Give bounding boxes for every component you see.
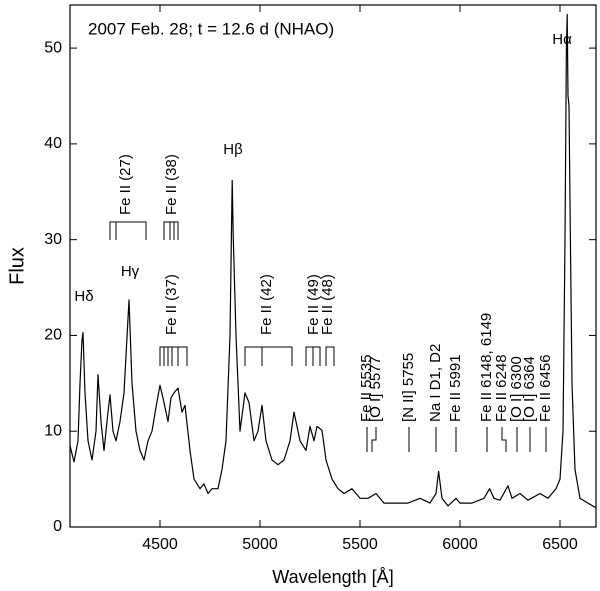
line-id-label: Fe II (49) [305,274,322,335]
y-tick-label: 10 [44,422,62,439]
line-markers [109,221,547,452]
line-marker [244,346,293,366]
line-marker [371,427,377,452]
x-axis-label: Wavelength [Å] [272,567,393,587]
line-id-label: Fe II (37) [163,274,180,335]
line-marker [501,427,507,452]
y-tick-label: 20 [44,327,62,344]
y-tick-label: 40 [44,135,62,152]
x-tick-label: 4500 [142,536,178,553]
y-tick-label: 30 [44,231,62,248]
line-id-label: [O I] 6364 [521,356,538,422]
chart-title: 2007 Feb. 28; t = 12.6 d (NHAO) [88,19,334,38]
line-marker [163,221,179,240]
line-id-label: Fe II 5991 [447,354,464,422]
line-id-label: Hδ [74,288,93,305]
line-id-label: [O I] 5577 [367,356,384,422]
plot-frame [69,4,597,528]
x-tick-label: 6500 [542,536,578,553]
y-tick-label: 0 [53,518,62,535]
line-id-label: Fe II 6248 [493,354,510,422]
line-id-label: Na I D1, D2 [427,344,444,422]
line-id-label: [N II] 5755 [400,353,417,422]
line-id-label: Fe II (27) [117,154,134,215]
line-id-label: Fe II (42) [258,274,275,335]
x-tick-label: 6000 [442,536,478,553]
line-id-label: Hγ [121,263,140,280]
y-tick-label: 50 [44,39,62,56]
line-marker [305,346,335,366]
x-tick-label: 5500 [342,536,378,553]
line-id-label: [O I] 6300 [508,356,525,422]
line-id-label: Hβ [223,141,243,158]
line-marker [109,221,147,240]
y-axis-label: Flux [6,247,28,285]
x-tick-label: 5000 [242,536,278,553]
line-id-label: Fe II (38) [163,154,180,215]
line-id-label: Fe II (48) [319,274,336,335]
line-id-label: Fe II 6148, 6149 [478,313,495,422]
spectrum-line [69,14,597,509]
line-id-label: Hα [552,31,572,48]
line-id-label: Fe II 5535 [358,354,375,422]
line-id-label: Fe II 6456 [537,354,554,422]
line-marker [159,346,188,366]
